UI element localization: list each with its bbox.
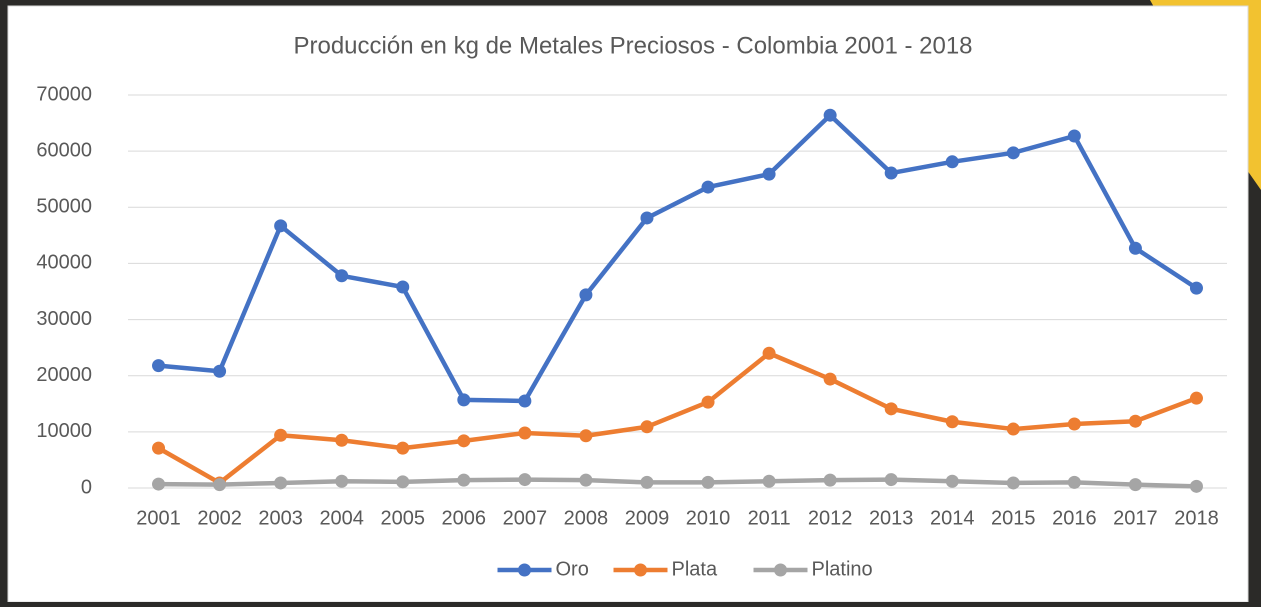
data-point — [1007, 146, 1020, 159]
data-point — [579, 429, 592, 442]
x-tick-label: 2017 — [1113, 507, 1158, 529]
data-point — [335, 269, 348, 282]
x-tick-label: 2003 — [258, 507, 303, 529]
data-point — [885, 402, 898, 415]
data-point — [824, 373, 837, 386]
data-point — [702, 181, 715, 194]
data-point — [335, 434, 348, 447]
data-point — [1129, 415, 1142, 428]
data-point — [335, 475, 348, 488]
data-point — [1068, 417, 1081, 430]
legend-label: Plata — [672, 558, 718, 580]
data-point — [1007, 476, 1020, 489]
x-tick-label: 2011 — [748, 507, 791, 529]
data-point — [1190, 282, 1203, 295]
data-point — [640, 420, 653, 433]
legend-marker — [774, 564, 787, 577]
data-point — [518, 394, 531, 407]
y-tick-label: 70000 — [36, 83, 92, 105]
y-tick-label: 10000 — [36, 420, 92, 442]
legend-marker — [634, 564, 647, 577]
x-tick-label: 2013 — [869, 507, 914, 529]
data-point — [763, 475, 776, 488]
data-point — [396, 281, 409, 294]
data-point — [1190, 392, 1203, 405]
data-point — [579, 288, 592, 301]
data-point — [1007, 423, 1020, 436]
data-point — [1190, 480, 1203, 493]
x-tick-label: 2009 — [625, 507, 670, 529]
data-point — [763, 168, 776, 181]
data-point — [457, 474, 470, 487]
data-point — [885, 473, 898, 486]
x-tick-label: 2014 — [930, 507, 975, 529]
data-point — [457, 434, 470, 447]
data-point — [946, 155, 959, 168]
data-point — [885, 167, 898, 180]
y-tick-label: 30000 — [36, 308, 92, 330]
chart-title: Producción en kg de Metales Preciosos - … — [293, 32, 972, 59]
data-point — [213, 478, 226, 491]
data-point — [518, 473, 531, 486]
data-point — [640, 211, 653, 224]
legend-label: Platino — [812, 558, 873, 580]
y-tick-label: 60000 — [36, 139, 92, 161]
data-point — [702, 396, 715, 409]
y-tick-label: 50000 — [36, 196, 92, 218]
data-point — [1129, 242, 1142, 255]
x-tick-label: 2004 — [319, 507, 364, 529]
data-point — [640, 476, 653, 489]
x-tick-label: 2015 — [991, 507, 1036, 529]
data-point — [946, 475, 959, 488]
data-point — [274, 476, 287, 489]
x-tick-label: 2006 — [442, 507, 487, 529]
data-point — [396, 475, 409, 488]
data-point — [1068, 129, 1081, 142]
x-tick-label: 2008 — [564, 507, 609, 529]
y-tick-label: 40000 — [36, 252, 92, 274]
data-point — [152, 478, 165, 491]
data-point — [457, 393, 470, 406]
y-tick-label: 20000 — [36, 364, 92, 386]
x-tick-label: 2012 — [808, 507, 853, 529]
legend-label: Oro — [556, 558, 589, 580]
data-point — [152, 359, 165, 372]
data-point — [1129, 478, 1142, 491]
data-point — [518, 426, 531, 439]
data-point — [274, 429, 287, 442]
data-point — [824, 474, 837, 487]
data-point — [946, 415, 959, 428]
y-tick-label: 0 — [81, 476, 92, 498]
data-point — [763, 347, 776, 360]
data-point — [213, 365, 226, 378]
x-tick-label: 2007 — [503, 507, 548, 529]
x-tick-label: 2001 — [136, 507, 181, 529]
x-tick-label: 2005 — [381, 507, 426, 529]
legend-marker — [518, 564, 531, 577]
x-tick-label: 2002 — [197, 507, 242, 529]
x-tick-label: 2018 — [1174, 507, 1219, 529]
data-point — [824, 109, 837, 122]
data-point — [274, 219, 287, 232]
x-tick-label: 2016 — [1052, 507, 1097, 529]
data-point — [152, 442, 165, 455]
data-point — [702, 476, 715, 489]
chart: Producción en kg de Metales Preciosos - … — [0, 0, 1261, 602]
data-point — [1068, 476, 1081, 489]
x-tick-label: 2010 — [686, 507, 731, 529]
data-point — [396, 442, 409, 455]
data-point — [579, 474, 592, 487]
